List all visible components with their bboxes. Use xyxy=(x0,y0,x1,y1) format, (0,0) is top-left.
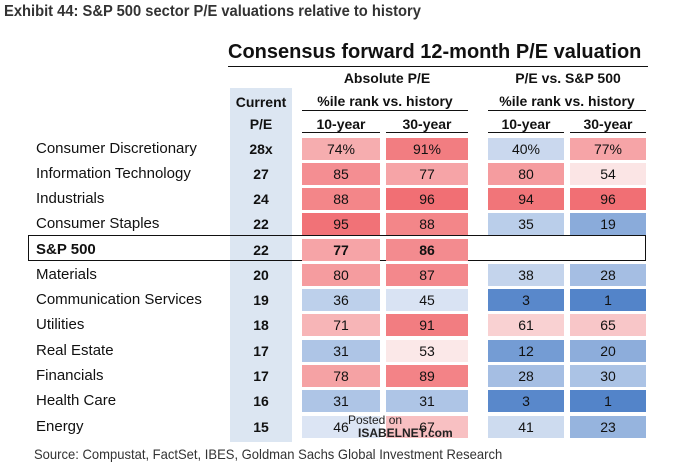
abs10-cell: 80 xyxy=(302,264,380,286)
rel30-cell: 65 xyxy=(570,314,646,336)
abs30-cell: 67 xyxy=(386,416,468,438)
rel10-cell: 28 xyxy=(488,365,564,387)
row-label: Utilities xyxy=(36,316,85,333)
row-label: S&P 500 xyxy=(36,241,96,258)
current-pe-value: 17 xyxy=(253,343,269,359)
table-title: Consensus forward 12-month P/E valuation xyxy=(228,41,642,63)
abs10-cell: 31 xyxy=(302,390,380,412)
current-pe-value: 28x xyxy=(249,141,273,157)
rel10-cell: 41 xyxy=(488,416,564,438)
rel30-cell: 54 xyxy=(570,163,646,185)
abs10-cell: 31 xyxy=(302,340,380,362)
rel-10-year-header: 10-year xyxy=(488,116,564,133)
watermark-site: ISABELNET.com xyxy=(358,426,453,440)
row-label: Industrials xyxy=(36,190,105,207)
row-label: Consumer Staples xyxy=(36,215,160,232)
abs-30-year-header: 30-year xyxy=(386,116,468,133)
rel10-cell: 38 xyxy=(488,264,564,286)
rel30-cell: 96 xyxy=(570,188,646,210)
rel10-cell: 3 xyxy=(488,390,564,412)
row-label: Information Technology xyxy=(36,165,191,182)
abs10-cell: 71 xyxy=(302,314,380,336)
abs10-cell: 46 xyxy=(302,416,380,438)
current-pe-value: 17 xyxy=(253,368,269,384)
rel30-cell: 1 xyxy=(570,390,646,412)
abs30-cell: 53 xyxy=(386,340,468,362)
absolute-rank-header: %ile rank vs. history xyxy=(302,93,468,111)
rel10-cell: 80 xyxy=(488,163,564,185)
abs30-cell: 91 xyxy=(386,314,468,336)
row-label: Communication Services xyxy=(36,291,202,308)
rel10-cell: 3 xyxy=(488,289,564,311)
rel30-cell: 1 xyxy=(570,289,646,311)
title-rule xyxy=(228,66,648,67)
abs30-cell: 86 xyxy=(386,239,468,261)
rel10-cell xyxy=(488,239,564,261)
abs30-cell: 77 xyxy=(386,163,468,185)
rel10-cell: 40% xyxy=(488,138,564,160)
source-note: Source: Compustat, FactSet, IBES, Goldma… xyxy=(34,446,503,462)
current-pe-value: 24 xyxy=(253,191,269,207)
row-label: Consumer Discretionary xyxy=(36,140,197,157)
rel10-cell: 61 xyxy=(488,314,564,336)
watermark-line1: Posted on xyxy=(348,413,403,427)
row-label: Materials xyxy=(36,266,97,283)
abs10-cell: 85 xyxy=(302,163,380,185)
abs10-cell: 36 xyxy=(302,289,380,311)
rel30-cell: 28 xyxy=(570,264,646,286)
row-label: Energy xyxy=(36,418,84,435)
current-pe-value: 22 xyxy=(253,216,269,232)
watermark: Posted on ISABELNET.com xyxy=(348,414,453,440)
current-pe-value: 20 xyxy=(253,267,269,283)
abs30-cell: 89 xyxy=(386,365,468,387)
abs30-cell: 87 xyxy=(386,264,468,286)
current-pe-value: 18 xyxy=(253,317,269,333)
abs-10-year-header: 10-year xyxy=(302,116,380,133)
relative-rank-header: %ile rank vs. history xyxy=(488,93,646,111)
absolute-pe-header: Absolute P/E xyxy=(343,70,431,86)
relative-pe-header: P/E vs. S&P 500 xyxy=(515,70,621,86)
abs10-cell: 88 xyxy=(302,188,380,210)
current-pe-value: 16 xyxy=(253,393,269,409)
abs10-cell: 95 xyxy=(302,213,380,235)
row-label: Health Care xyxy=(36,392,117,409)
rel10-cell: 12 xyxy=(488,340,564,362)
abs10-cell: 78 xyxy=(302,365,380,387)
current-pe-value: 27 xyxy=(253,166,269,182)
row-label: Real Estate xyxy=(36,342,114,359)
current-header: Current xyxy=(235,94,287,110)
abs30-cell: 96 xyxy=(386,188,468,210)
pe-header: P/E xyxy=(249,116,273,132)
rel30-cell: 77% xyxy=(570,138,646,160)
abs30-cell: 45 xyxy=(386,289,468,311)
current-pe-value: 22 xyxy=(253,242,269,258)
rel-30-year-header: 30-year xyxy=(570,116,646,133)
current-pe-value: 19 xyxy=(253,292,269,308)
rel30-cell: 19 xyxy=(570,213,646,235)
row-label: Financials xyxy=(36,367,104,384)
rel30-cell: 23 xyxy=(570,416,646,438)
abs30-cell: 31 xyxy=(386,390,468,412)
abs10-cell: 74% xyxy=(302,138,380,160)
current-pe-column-bg xyxy=(230,88,292,442)
rel30-cell xyxy=(570,239,646,261)
rel30-cell: 20 xyxy=(570,340,646,362)
abs30-cell: 88 xyxy=(386,213,468,235)
rel30-cell: 30 xyxy=(570,365,646,387)
current-pe-value: 15 xyxy=(253,419,269,435)
abs30-cell: 91% xyxy=(386,138,468,160)
abs10-cell: 77 xyxy=(302,239,380,261)
rel10-cell: 35 xyxy=(488,213,564,235)
rel10-cell: 94 xyxy=(488,188,564,210)
exhibit-title: Exhibit 44: S&P 500 sector P/E valuation… xyxy=(4,3,421,20)
